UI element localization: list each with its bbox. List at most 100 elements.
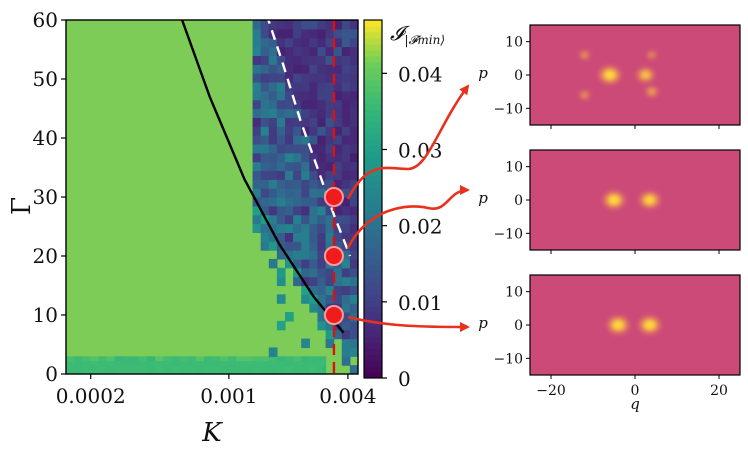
arrow-1 [346, 84, 470, 200]
heatmap-cell [260, 55, 270, 65]
heatmap-cell [268, 73, 278, 83]
heatmap-cell [317, 170, 327, 180]
markers [323, 187, 344, 325]
heatmap-cell [260, 161, 270, 172]
colorbar-strip [364, 20, 382, 378]
heatmap-cell [349, 205, 358, 216]
wigner-x-tick-label: 20 [710, 383, 728, 399]
wigner-blob-core [603, 70, 616, 80]
heatmap-cell [317, 205, 327, 216]
heatmap-cell [268, 90, 278, 101]
heatmap-cell [309, 179, 319, 189]
heatmap-cell [293, 135, 302, 145]
heatmap-cell [301, 108, 310, 118]
heatmap-cell [301, 205, 310, 216]
heatmap-cell [285, 20, 294, 30]
heatmap-cell [341, 232, 351, 242]
heatmap-cell [252, 179, 262, 189]
heatmap-cell [285, 90, 294, 101]
y-tick-label: 30 [33, 185, 58, 209]
heatmap-cell [325, 179, 335, 189]
heatmap-cell [293, 46, 302, 56]
heatmap-cell [285, 99, 294, 110]
heatmap-cell [341, 356, 351, 366]
heatmap-cell [276, 108, 286, 118]
heatmap-cell [301, 64, 310, 74]
heatmap-cell [252, 117, 262, 127]
heatmap-cell [268, 81, 278, 92]
heatmap-cell [301, 90, 310, 101]
colorbar-tick-label: 0.01 [398, 291, 443, 315]
heatmap-cell [293, 161, 302, 172]
heatmap-cell [349, 64, 358, 74]
heatmap-cell [333, 241, 343, 251]
heatmap-cell [301, 117, 310, 127]
main-axes-ticks: 0 10 20 30 40 50 60 0.0002 0.001 0.004 [33, 8, 377, 408]
colorbar-band [364, 151, 382, 158]
heatmap-cell [317, 108, 327, 118]
colorbar-band [364, 20, 382, 27]
heatmap-cell [252, 188, 262, 198]
heatmap-cell [333, 161, 343, 172]
heatmap-cell [333, 179, 343, 189]
colorbar-band [364, 252, 382, 260]
heatmap-cell [325, 81, 335, 92]
main-heatmap: 0 10 20 30 40 50 60 0.0002 0.001 0.004 K Γ [7, 8, 377, 448]
heatmap-cell [309, 161, 319, 172]
heatmap-cell [268, 232, 278, 242]
colorbar-band [364, 270, 382, 278]
heatmap-cell [276, 126, 286, 136]
heatmap-cell [301, 285, 310, 295]
boundary-line-solid [180, 20, 345, 334]
heatmap-cell [333, 294, 343, 304]
colorbar-band [364, 354, 382, 361]
heatmap-cell [293, 170, 302, 180]
heatmap-cell [349, 241, 358, 251]
heatmap-cell [268, 161, 278, 172]
colorbar-band [364, 55, 382, 63]
heatmap-cell [260, 81, 270, 92]
heatmap-cell [276, 250, 286, 260]
wigner-panel-1: 10 0 −10 p [478, 24, 741, 129]
colorbar-band [364, 360, 382, 367]
heatmap-cell [268, 197, 278, 207]
heatmap-cell [341, 64, 351, 74]
heatmap-cell [252, 73, 262, 83]
wigner-blob-core [608, 195, 620, 205]
heatmap-cell [325, 338, 335, 349]
heatmap-cell [276, 117, 286, 127]
heatmap-cell [301, 250, 310, 260]
heatmap-cell [349, 223, 358, 233]
heatmap-cell [252, 126, 262, 136]
heatmap-cell [317, 179, 327, 189]
heatmap-cell [317, 152, 327, 163]
wigner-background [530, 25, 740, 125]
colorbar-label: 𝓘|𝓕min⟩ [390, 21, 445, 47]
heatmap-cell [333, 28, 343, 39]
heatmap-cell [317, 223, 327, 233]
heatmap-cell [341, 99, 351, 110]
heatmap-cell [276, 143, 286, 154]
heatmap-cell [293, 55, 302, 65]
y-axis-label: Γ [7, 197, 37, 215]
heatmap-cell [341, 20, 351, 30]
heatmap-cell [317, 64, 327, 74]
wigner-y-label: p [478, 189, 488, 207]
heatmap-cell [349, 81, 358, 92]
heatmap-cell [276, 232, 286, 242]
heatmap-cell [268, 152, 278, 163]
heatmap-cell [252, 81, 262, 92]
heatmap-cell [325, 20, 335, 30]
heatmap-cell [325, 99, 335, 110]
heatmap-cell [349, 188, 358, 198]
heatmap-cell [309, 232, 319, 242]
colorbar-band [364, 31, 382, 39]
colorbar-band [364, 109, 382, 117]
heatmap-cell [317, 90, 327, 101]
heatmap-cell [260, 108, 270, 118]
heatmap-cell [268, 37, 278, 48]
heatmap-cell [325, 73, 335, 83]
wigner-y-tick-label: 10 [505, 35, 523, 51]
heatmap-cell [341, 170, 351, 180]
colorbar-band [364, 133, 382, 140]
